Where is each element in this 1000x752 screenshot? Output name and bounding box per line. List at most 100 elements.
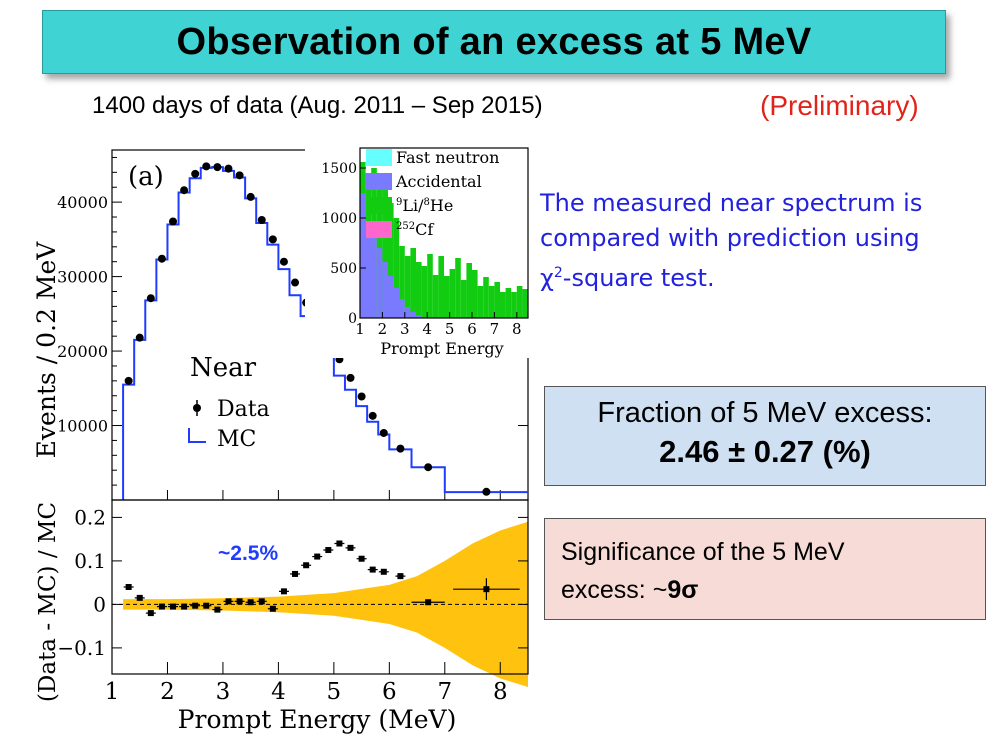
chi-exponent: 2 bbox=[553, 265, 563, 281]
ratio-point bbox=[214, 606, 221, 613]
ratio-point bbox=[347, 544, 354, 551]
legend-cf-label: 252Cf bbox=[396, 220, 434, 239]
main-ylabel: Events / 0.2 MeV bbox=[32, 241, 61, 459]
excess-annotation: ~2.5% bbox=[218, 542, 278, 565]
description-line-3: χ2-square test. bbox=[540, 256, 990, 296]
ratio-point bbox=[247, 599, 254, 606]
data-point bbox=[235, 171, 244, 180]
ratio-point bbox=[136, 594, 143, 601]
ratio-point bbox=[181, 603, 188, 610]
ratio-frame bbox=[111, 499, 529, 675]
lihe-bar bbox=[494, 282, 500, 318]
significance-line-2: excess: ~9σ bbox=[561, 571, 985, 609]
data-period-subtitle: 1400 days of data (Aug. 2011 – Sep 2015) bbox=[92, 92, 543, 119]
lihe-bar bbox=[432, 275, 439, 318]
data-point bbox=[291, 278, 300, 287]
description-line-2: compared with prediction using bbox=[540, 224, 920, 252]
main-ytick-label: 40000 bbox=[57, 193, 108, 212]
ratio-point bbox=[280, 588, 287, 595]
ratio-point bbox=[358, 555, 365, 562]
ratio-point bbox=[203, 602, 210, 609]
main-ytick-label: 20000 bbox=[57, 342, 108, 361]
data-point bbox=[146, 294, 155, 303]
lihe-bar bbox=[388, 203, 394, 318]
lihe-bar bbox=[404, 256, 411, 318]
accidental-bar bbox=[410, 312, 416, 318]
legend-swatch-lihe bbox=[366, 197, 392, 214]
lihe-bar bbox=[460, 280, 467, 318]
data-point bbox=[424, 463, 433, 472]
ratio-xtick-label: 4 bbox=[271, 679, 286, 705]
ratio-xlabel: Prompt Energy (MeV) bbox=[178, 705, 457, 734]
lihe-bar bbox=[416, 262, 422, 318]
lihe-bar bbox=[477, 286, 484, 318]
data-point bbox=[268, 235, 277, 244]
slide-title: Observation of an excess at 5 MeV bbox=[176, 20, 812, 63]
data-point bbox=[169, 217, 178, 226]
fraction-label: Fraction of 5 MeV excess: bbox=[597, 397, 933, 429]
accidental-bar bbox=[393, 288, 400, 318]
data-point bbox=[224, 164, 233, 173]
legend-swatch-accidental bbox=[366, 173, 392, 190]
legend-li-mass: 9 bbox=[396, 197, 402, 208]
accidental-bar bbox=[376, 248, 383, 318]
ratio-point bbox=[425, 599, 432, 606]
main-ytick-label: 30000 bbox=[57, 268, 108, 287]
data-point bbox=[213, 163, 222, 172]
ratio-point bbox=[236, 598, 243, 605]
ratio-point bbox=[336, 540, 343, 547]
data-point bbox=[346, 373, 355, 382]
inset-xtick-label: 3 bbox=[400, 320, 410, 338]
ratio-point bbox=[292, 570, 299, 577]
ratio-xtick-label: 7 bbox=[437, 679, 452, 705]
data-point bbox=[379, 428, 388, 437]
accidental-bar bbox=[388, 276, 394, 318]
inset-xtick-label: 6 bbox=[467, 320, 477, 338]
inset-xlabel: Prompt Energy bbox=[380, 339, 503, 358]
legend-lihe-label: 9Li/8He bbox=[396, 196, 453, 215]
inset-xtick-label: 1 bbox=[355, 320, 365, 338]
inset-xtick-label: 5 bbox=[445, 320, 455, 338]
ratio-point bbox=[380, 568, 387, 575]
inset-xtick-label: 4 bbox=[422, 320, 432, 338]
inset-xtick-label: 8 bbox=[512, 320, 522, 338]
legend-cf-mass: 252 bbox=[396, 221, 415, 232]
legend-swatch-fast-neutron bbox=[366, 149, 392, 166]
accidental-bar bbox=[416, 315, 422, 318]
plot-labels: (a) Events / 0.2 MeV (Data - MC) / MC Pr… bbox=[32, 148, 504, 734]
data-point bbox=[368, 411, 377, 420]
ratio-point bbox=[192, 602, 199, 609]
ratio-point bbox=[125, 584, 132, 590]
ratio-point bbox=[325, 547, 332, 554]
ratio-point bbox=[314, 553, 321, 560]
data-point bbox=[180, 186, 189, 195]
lihe-bar bbox=[393, 218, 400, 318]
inset-background bbox=[305, 142, 535, 358]
ratio-ytick-label: 0.2 bbox=[74, 505, 106, 529]
accidental-bar bbox=[365, 223, 372, 318]
data-point bbox=[357, 392, 366, 401]
data-point bbox=[279, 257, 288, 266]
inset-ytick-label: 0 bbox=[348, 311, 357, 327]
accidental-bar bbox=[404, 307, 411, 318]
data-point bbox=[135, 333, 144, 342]
legend-title: Near bbox=[190, 353, 257, 383]
legend-fast-neutron-label: Fast neutron bbox=[396, 148, 499, 167]
significance-prefix: excess: ~ bbox=[561, 576, 668, 604]
lihe-bar bbox=[488, 286, 495, 318]
lihe-bar bbox=[483, 277, 489, 318]
ratio-point bbox=[170, 603, 177, 610]
data-point bbox=[396, 444, 405, 453]
ratio-point bbox=[147, 610, 154, 617]
ratio-xtick-label: 5 bbox=[327, 679, 342, 705]
lihe-bar bbox=[511, 292, 517, 318]
chi-symbol: χ bbox=[540, 264, 554, 292]
inset-ytick-label: 1500 bbox=[321, 161, 357, 177]
legend-he-name: He bbox=[430, 196, 453, 215]
inset-ytick-label: 1000 bbox=[321, 211, 357, 227]
lihe-bar bbox=[455, 258, 461, 318]
lihe-bar bbox=[449, 269, 456, 318]
ratio-xtick-label: 8 bbox=[493, 679, 508, 705]
ratio-point bbox=[369, 566, 376, 573]
significance-box: Significance of the 5 MeV excess: ~9σ bbox=[544, 518, 986, 620]
